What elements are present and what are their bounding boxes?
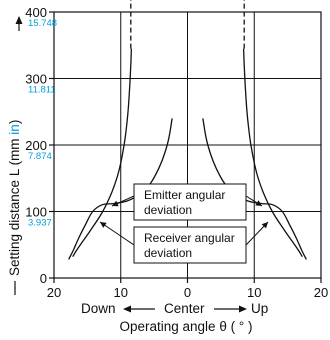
receiver-leader-left-arrow-icon (100, 222, 107, 228)
y-axis-label: Setting distance L (mm (7, 135, 22, 276)
y-tick-inch-label: 15.748 (28, 18, 57, 29)
x-tick-label: 20 (314, 285, 328, 300)
y-tick-inch-label: 3.937 (28, 218, 52, 229)
x-direction-down: Down (81, 301, 116, 316)
x-tick-label: 0 (184, 285, 191, 300)
x-tick-label: 10 (114, 285, 128, 300)
emitter-annotation-line-1: Emitter angular (144, 188, 225, 202)
receiver-curve-segment (202, 118, 307, 260)
y-axis-unit: in (7, 124, 22, 135)
x-tick-label: 10 (247, 285, 261, 300)
emitter-leader-left-arrow-icon (112, 200, 119, 207)
emitter-annotation-line-2: deviation (144, 203, 192, 217)
grid-lines (54, 12, 321, 278)
x-direction-center: Center (164, 301, 205, 316)
right-arrow-icon (214, 305, 247, 313)
y-tick-label: 300 (25, 72, 47, 87)
x-direction-up: Up (251, 301, 268, 316)
annotation-leaders (99, 195, 269, 246)
y-axis-arrow-icon (15, 16, 23, 24)
receiver-leader-left (99, 221, 135, 246)
y-axis-label-close: ) (7, 120, 22, 125)
svg-text:Setting distance L (mm in): Setting distance L (mm in) (7, 120, 22, 276)
y-tick-label: 400 (25, 5, 47, 20)
y-tick-inch-label: 7.874 (28, 151, 52, 162)
y-tick-inch-label: 11.811 (28, 85, 56, 96)
x-axis-label: Operating angle θ ( ° ) (120, 319, 253, 334)
emitter-leader-right-arrow-icon (255, 200, 262, 206)
receiver-annotation: Receiver angular deviation (133, 226, 247, 264)
x-tick-label: 20 (47, 285, 61, 300)
receiver-leader-right-arrow-icon (261, 222, 268, 229)
emitter-annotation: Emitter angular deviation (133, 183, 247, 221)
emitter-curve-segment (72, 48, 133, 258)
y-tick-label: 0 (40, 271, 47, 286)
emitter-curve-segment (242, 48, 303, 258)
y-axis-title: Setting distance L (mm in) (7, 120, 22, 295)
receiver-annotation-line-2: deviation (144, 246, 192, 260)
y-tick-label: 100 (25, 205, 47, 220)
left-arrow-icon (123, 305, 155, 313)
y-tick-label: 200 (25, 138, 47, 153)
receiver-annotation-line-1: Receiver angular (144, 231, 235, 245)
